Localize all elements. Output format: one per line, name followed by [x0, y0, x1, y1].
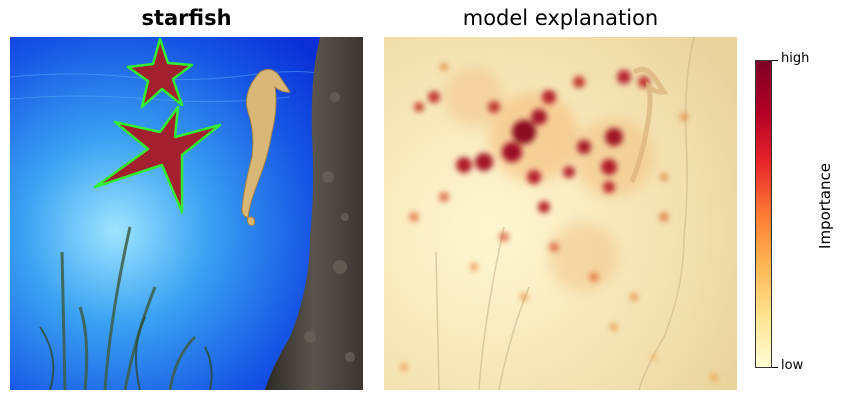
- panel-title-starfish: starfish: [10, 6, 363, 30]
- colorbar-tick-low: [772, 367, 778, 368]
- panel-title-explanation: model explanation: [384, 6, 737, 30]
- colorbar-tick-high: [772, 60, 778, 61]
- colorbar-low-label: low: [781, 358, 803, 373]
- starfish-image: [10, 37, 363, 390]
- explanation-heatmap: [384, 37, 737, 390]
- colorbar-axis-label: Importance: [816, 151, 834, 261]
- colorbar-high-label: high: [781, 51, 809, 66]
- colorbar: [755, 60, 772, 368]
